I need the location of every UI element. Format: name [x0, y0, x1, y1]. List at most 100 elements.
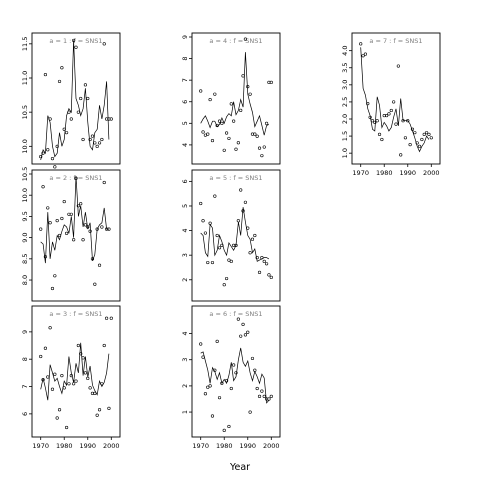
panel-title: a = 1 : f = SNS1 [49, 37, 102, 45]
observation-point [50, 157, 55, 161]
panel-frame [191, 169, 281, 302]
y-tick-label: 9.0 [21, 232, 29, 242]
observation-point [60, 374, 64, 378]
observation-point [102, 343, 106, 348]
fitted-line [200, 52, 270, 136]
observation-point [239, 188, 243, 192]
observation-point [366, 102, 370, 106]
observation-point [109, 117, 113, 121]
observation-point [39, 154, 43, 159]
fitted-line [40, 342, 110, 401]
observation-point [253, 132, 257, 136]
observation-point [83, 83, 88, 87]
x-tick-label: 2000 [263, 442, 280, 450]
observation-point [415, 141, 419, 145]
y-tick-label: 6 [181, 100, 189, 104]
observation-point [229, 259, 233, 263]
observation-point [215, 233, 219, 238]
observation-point [222, 428, 226, 432]
x-tick-label: 1990 [399, 169, 416, 177]
y-tick-label: 8.5 [21, 254, 29, 264]
observation-point [429, 136, 433, 140]
fitted-line [200, 207, 270, 262]
x-tick-label: 1990 [239, 442, 256, 450]
y-tick-label: 4 [181, 229, 189, 233]
panel-title: a = 3 : f = SNS1 [49, 310, 102, 318]
observation-point [104, 316, 109, 320]
observation-point [95, 144, 99, 148]
observation-point [377, 132, 382, 136]
observation-point [392, 100, 396, 104]
observation-point [241, 322, 245, 326]
x-tick-label: 1980 [376, 169, 393, 177]
panel-frame [351, 32, 441, 165]
observation-point [86, 376, 90, 380]
observation-point [81, 137, 85, 142]
panel-frame [31, 169, 121, 302]
observation-point [203, 392, 208, 396]
observation-point [72, 38, 76, 43]
observation-point [257, 146, 262, 150]
observation-point [208, 97, 212, 102]
y-tick-label: 1.5 [341, 131, 349, 141]
observation-point [248, 251, 252, 255]
observation-point [267, 397, 271, 401]
y-tick-label: 4 [181, 331, 189, 335]
observation-point [64, 231, 69, 235]
panel-1: a = 1 : f = SNS1 10.0 10.5 11.0 11.5 [21, 32, 121, 169]
observation-point [100, 137, 104, 142]
observation-point [243, 200, 248, 204]
observation-point [55, 219, 59, 223]
observation-point [41, 185, 45, 189]
observation-point [262, 259, 266, 263]
observation-point [83, 371, 88, 375]
panel-title: a = 7 : f = SNS1 [369, 37, 422, 45]
observation-point [102, 180, 106, 185]
observation-point [257, 270, 262, 275]
y-tick-label: 9.5 [21, 211, 29, 221]
observation-point [267, 273, 271, 277]
observation-point [55, 144, 59, 148]
observation-point [248, 410, 252, 414]
observation-point [224, 379, 229, 383]
observation-point [363, 52, 368, 56]
observation-point [384, 113, 389, 118]
observation-point [64, 425, 69, 430]
observation-point [46, 206, 50, 210]
observation-point [67, 110, 71, 114]
observation-point [74, 45, 78, 49]
observation-point [248, 92, 252, 96]
observation-point [222, 283, 226, 287]
panel-frame [191, 32, 281, 165]
observation-point [53, 165, 57, 169]
observation-point [264, 121, 269, 125]
observation-point [107, 406, 111, 411]
y-tick-label: 3 [181, 253, 189, 257]
fitted-line [360, 47, 430, 153]
observation-point [236, 141, 240, 145]
x-tick-label: 2000 [423, 169, 440, 177]
observation-point [408, 143, 412, 147]
observation-point [229, 102, 233, 106]
observation-point [74, 379, 78, 383]
observation-point [213, 368, 217, 372]
observation-point [100, 382, 104, 386]
x-tick-label: 1990 [79, 442, 96, 450]
observation-point [246, 226, 250, 230]
y-tick-label: 6 [21, 412, 29, 416]
observation-point [81, 356, 85, 360]
observation-point [396, 64, 400, 68]
observation-point [74, 176, 78, 180]
observation-point [255, 134, 259, 138]
observation-point [201, 130, 205, 134]
observation-point [43, 255, 48, 259]
observation-point [69, 117, 73, 121]
observation-point [403, 136, 408, 140]
observation-point [100, 225, 104, 229]
observation-point [97, 408, 102, 412]
observation-point [264, 262, 269, 266]
observation-point [413, 131, 417, 135]
observation-point [427, 132, 431, 136]
observation-point [88, 229, 92, 233]
